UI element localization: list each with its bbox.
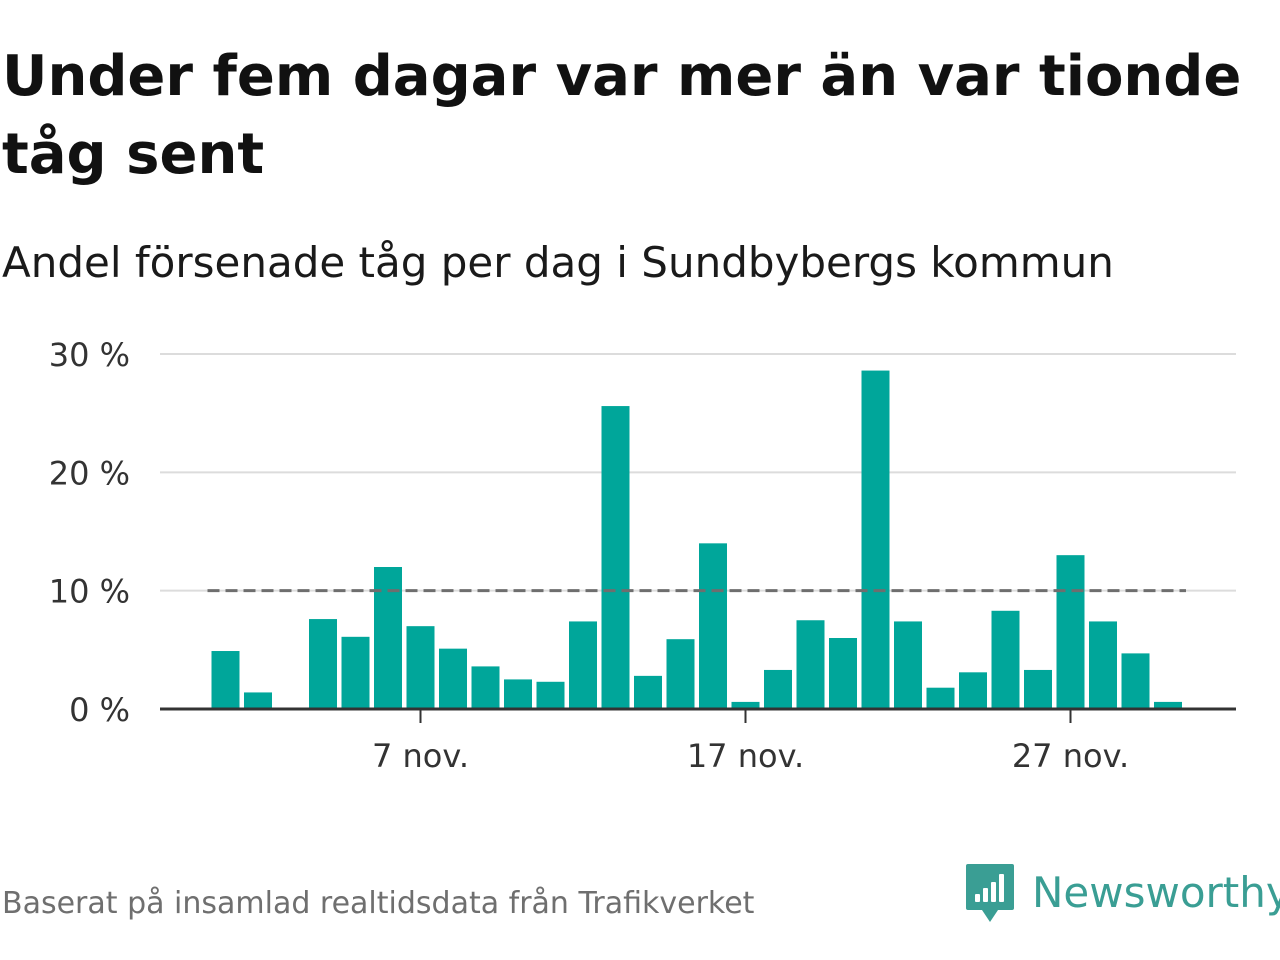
bars: [211, 370, 1182, 709]
bar: [1121, 653, 1150, 709]
bar-chart: 0 % 10 % 20 % 30 % 7 nov. 17 nov. 27 nov.: [49, 336, 1236, 775]
bar: [439, 648, 467, 709]
bar: [894, 621, 922, 709]
y-tick-label: 20 %: [49, 454, 130, 492]
grid-lines: [160, 353, 1236, 592]
bar: [1154, 701, 1182, 709]
brand-name: Newsworthy: [1032, 868, 1280, 917]
x-tick-label: 17 nov.: [687, 737, 804, 775]
bar: [601, 406, 630, 709]
bar: [991, 610, 1020, 709]
bar: [536, 681, 565, 709]
brand-lockup[interactable]: Newsworthy: [964, 862, 1280, 924]
bar: [569, 621, 597, 709]
bar: [471, 666, 500, 709]
bar: [699, 543, 727, 709]
bar: [374, 567, 402, 709]
bar: [926, 687, 955, 709]
source-note: Baserat på insamlad realtidsdata från Tr…: [2, 886, 755, 921]
bar: [1056, 555, 1085, 709]
bar: [861, 370, 890, 709]
bar: [634, 675, 662, 709]
bar: [959, 672, 987, 709]
bar: [406, 626, 435, 709]
bar: [764, 669, 792, 709]
bar: [211, 651, 240, 709]
bar: [341, 636, 370, 709]
x-tick-label: 27 nov.: [1012, 737, 1129, 775]
bar: [1024, 669, 1052, 709]
bar: [504, 679, 532, 709]
bar: [829, 638, 857, 709]
y-tick-label: 30 %: [49, 336, 130, 374]
chart-subtitle: Andel försenade tåg per dag i Sundbyberg…: [2, 238, 1114, 287]
x-axis: 7 nov. 17 nov. 27 nov.: [160, 707, 1236, 775]
y-tick-label: 0 %: [69, 691, 130, 729]
bar: [731, 701, 760, 709]
y-tick-label: 10 %: [49, 573, 130, 611]
bar: [1089, 621, 1117, 709]
bar: [796, 620, 825, 709]
x-tick-label: 7 nov.: [372, 737, 469, 775]
bar: [309, 619, 337, 709]
chart-title: Under fem dagar var mer än var tionde tå…: [2, 44, 1242, 187]
newsworthy-logo-icon: [966, 864, 1014, 922]
bar: [244, 692, 272, 709]
bar: [666, 639, 695, 709]
y-axis-tick-labels: 0 % 10 % 20 % 30 %: [49, 336, 130, 729]
